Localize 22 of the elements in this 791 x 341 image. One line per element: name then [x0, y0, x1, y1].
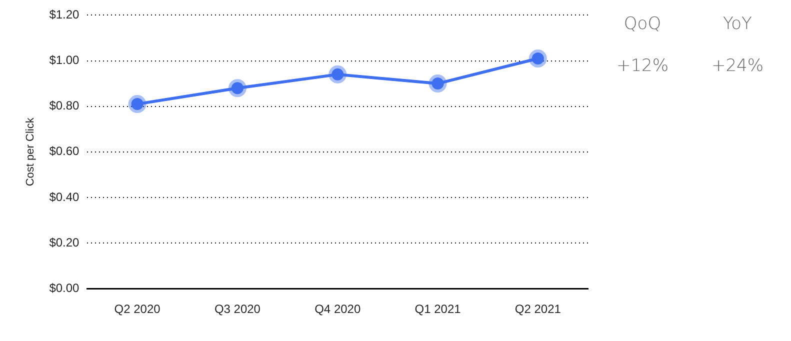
y-tick-label: $0.80: [49, 98, 80, 113]
point: [228, 79, 246, 98]
x-tick-label: Q2 2020: [114, 302, 161, 316]
text: +24%: [710, 56, 765, 76]
y-tick-label: $1.20: [49, 8, 80, 22]
text: +12%: [615, 56, 670, 76]
y-tick-label: $0.60: [49, 144, 80, 158]
x-tick-label: Q4 2020: [314, 302, 361, 316]
x-tick-label: Q2 2021: [514, 302, 562, 316]
point: [528, 49, 547, 68]
x-tick-label: Q1 2021: [414, 302, 462, 316]
y-tick-label: $1.00: [49, 53, 80, 68]
text: QoQ: [622, 14, 662, 34]
point: [328, 65, 347, 84]
point: [128, 95, 146, 114]
y-tick-label: $0.40: [49, 190, 80, 204]
x-tick-label: Q3 2020: [214, 302, 261, 316]
y-axis-title: Cost per Click: [24, 117, 37, 186]
text: YoY: [722, 14, 753, 34]
point: [428, 74, 447, 93]
y-tick-label: $0.00: [49, 280, 80, 295]
y-tick-label: $0.20: [49, 235, 80, 250]
